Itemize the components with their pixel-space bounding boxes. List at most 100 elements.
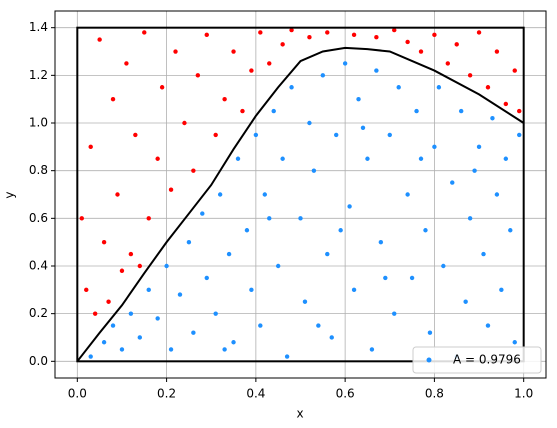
point — [258, 323, 263, 328]
point — [204, 32, 209, 38]
point — [311, 168, 317, 173]
point — [284, 354, 290, 359]
point — [146, 216, 151, 221]
point — [374, 68, 379, 73]
point — [97, 37, 102, 42]
point — [235, 156, 241, 161]
point — [280, 42, 285, 47]
y-tick-label: 0.4 — [29, 258, 48, 272]
point — [191, 330, 196, 335]
legend-marker — [426, 357, 432, 363]
point — [414, 108, 419, 114]
point — [481, 251, 486, 257]
point — [517, 108, 522, 114]
point — [271, 108, 276, 114]
point — [450, 180, 455, 185]
point — [182, 120, 187, 126]
point — [177, 292, 183, 297]
curve — [76, 46, 525, 362]
point — [494, 49, 500, 54]
point — [454, 42, 459, 47]
point — [351, 32, 357, 38]
point — [168, 187, 174, 192]
y-tick-label: 1.2 — [29, 68, 48, 82]
point — [79, 216, 84, 221]
x-tick-label: 0.4 — [246, 387, 265, 401]
region-bounds — [76, 26, 525, 363]
point — [427, 330, 433, 335]
point — [101, 340, 107, 345]
point — [280, 156, 285, 161]
legend-label: A = 0.9796 — [453, 353, 521, 367]
point — [418, 156, 424, 161]
point — [329, 335, 334, 340]
point — [110, 96, 116, 102]
point — [213, 132, 218, 138]
point — [204, 275, 209, 281]
point — [325, 30, 330, 35]
point — [222, 96, 227, 102]
y-tick-label: 0.0 — [29, 354, 48, 368]
point — [244, 228, 250, 233]
point — [84, 287, 89, 293]
point — [88, 354, 93, 359]
point — [137, 263, 143, 269]
point — [467, 73, 473, 78]
point — [508, 228, 513, 233]
point — [334, 132, 339, 138]
point — [240, 108, 245, 114]
point — [503, 156, 509, 161]
point — [267, 216, 272, 221]
point — [217, 192, 223, 197]
x-tick-label: 0.2 — [157, 387, 176, 401]
point — [302, 299, 308, 304]
point — [378, 239, 384, 245]
point — [110, 323, 116, 328]
point — [392, 27, 397, 33]
point — [195, 73, 201, 78]
point — [155, 316, 160, 321]
y-tick-label: 1.0 — [29, 116, 48, 130]
point — [347, 204, 352, 209]
axes-frame — [54, 10, 547, 379]
point — [445, 61, 450, 66]
point — [316, 323, 321, 328]
point — [119, 347, 125, 352]
point — [101, 239, 107, 245]
point — [200, 211, 205, 216]
point — [517, 132, 522, 138]
point — [369, 347, 375, 352]
point — [325, 251, 330, 257]
x-tick-label: 0.6 — [336, 387, 355, 401]
point — [338, 228, 343, 233]
x-tick-label: 1.0 — [514, 387, 533, 401]
point — [472, 168, 477, 173]
point — [396, 85, 401, 90]
point — [115, 192, 120, 197]
y-axis-label: y — [3, 191, 17, 198]
point — [423, 228, 428, 233]
point — [307, 35, 312, 40]
y-tick-label: 0.6 — [29, 211, 48, 225]
point — [191, 168, 196, 173]
point — [222, 347, 227, 352]
point — [476, 144, 482, 150]
legend-box — [412, 346, 542, 374]
point — [360, 125, 366, 130]
point — [249, 68, 254, 73]
point — [186, 239, 192, 245]
point — [298, 216, 303, 221]
point — [432, 144, 437, 150]
point — [356, 96, 361, 102]
point — [374, 35, 379, 40]
y-tick-label: 1.4 — [29, 20, 48, 34]
x-tick-label: 0.0 — [68, 387, 87, 401]
point — [106, 299, 111, 304]
point — [128, 251, 134, 257]
point — [383, 275, 388, 281]
point — [267, 61, 272, 66]
point — [258, 30, 263, 35]
point — [289, 27, 294, 33]
point — [490, 116, 495, 121]
point — [351, 287, 357, 293]
